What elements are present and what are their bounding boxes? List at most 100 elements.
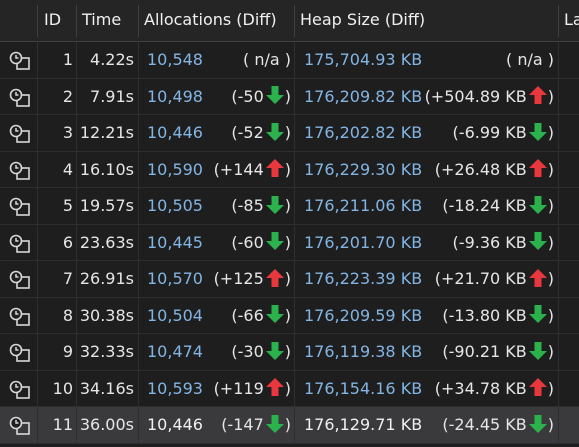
allocations-diff-value: (-30 — [231, 342, 264, 361]
table-row[interactable]: 5 19.57s 10,505 (-85) 176,211.06 KB (-18.24 K… — [0, 188, 579, 225]
table-row[interactable]: 11 36.00s 10,446 (-147) 176,129.71 KB (-24.45… — [0, 407, 579, 444]
heap-size-link[interactable]: 176,209.82 KB — [304, 86, 423, 106]
table-row[interactable]: 3 12.21s 10,446 (-52) 176,202.82 KB (-6.99 KB… — [0, 115, 579, 152]
snapshot-icon[interactable] — [9, 88, 31, 108]
heap-size-link[interactable]: 176,201.70 KB — [304, 232, 423, 252]
allocations-diff[interactable]: (-147) — [207, 407, 291, 443]
allocations-link[interactable]: 10,474 — [147, 342, 203, 361]
allocations-diff[interactable]: (-50) — [207, 79, 291, 115]
arrow-down-icon: ) — [264, 305, 291, 325]
column-divider[interactable] — [558, 5, 559, 37]
heap-size-diff[interactable]: ( n/a ) — [412, 42, 554, 78]
allocations-link[interactable]: 10,504 — [147, 305, 203, 325]
snapshot-id: 9 — [62, 342, 73, 361]
heap-size-link[interactable]: 176,154.16 KB — [304, 378, 423, 398]
heap-size-link[interactable]: 176,202.82 KB — [304, 123, 423, 142]
heap-size-link[interactable]: 176,223.39 KB — [304, 269, 423, 288]
header-heap-size[interactable]: Heap Size (Diff) — [300, 10, 426, 29]
snapshot-icon[interactable] — [9, 416, 31, 436]
header-time[interactable]: Time — [82, 10, 122, 29]
allocations-diff[interactable]: (-30) — [207, 334, 291, 370]
heap-size-diff[interactable]: (+26.48 KB) — [412, 152, 554, 188]
table-row[interactable]: 10 34.16s 10,593 (+119) 176,154.16 KB (+34.78… — [0, 370, 579, 407]
allocations-diff-value: (+144 — [213, 159, 264, 179]
arrow-down-icon: ) — [527, 341, 554, 361]
heap-size-link[interactable]: 176,211.06 KB — [304, 196, 423, 215]
header-id[interactable]: ID — [44, 10, 62, 29]
arrow-down-icon: ) — [264, 195, 291, 215]
table-row[interactable]: 1 4.22s 10,548 ( n/a ) 175,704.93 KB ( n/a ) — [0, 42, 579, 79]
allocations-diff[interactable]: (+119) — [207, 371, 291, 407]
allocations-link[interactable]: 10,590 — [147, 159, 203, 179]
table-row[interactable]: 4 16.10s 10,590 (+144) 176,229.30 KB (+26.48 … — [0, 151, 579, 188]
arrow-down-icon: ) — [527, 305, 554, 325]
snapshot-icon[interactable] — [9, 197, 31, 217]
heap-size-diff[interactable]: (-13.80 KB) — [412, 298, 554, 334]
allocations-link[interactable]: 10,498 — [147, 86, 203, 106]
heap-size-link[interactable]: 176,119.38 KB — [304, 342, 423, 361]
allocations-diff[interactable]: (+125) — [207, 261, 291, 297]
heap-size-diff[interactable]: (+504.89 KB) — [412, 79, 554, 115]
allocations-link[interactable]: 10,446 — [147, 123, 203, 142]
allocations-diff-value: (+119 — [213, 378, 264, 398]
allocations-link[interactable]: 10,445 — [147, 232, 203, 252]
heap-size-link[interactable]: 176,229.30 KB — [304, 159, 423, 179]
table-row[interactable]: 8 30.38s 10,504 (-66) 176,209.59 KB (-13.80 K… — [0, 297, 579, 334]
column-divider[interactable] — [37, 5, 38, 37]
arrow-down-icon: ) — [527, 195, 554, 215]
header-allocations[interactable]: Allocations (Diff) — [144, 10, 277, 29]
table-body: 1 4.22s 10,548 ( n/a ) 175,704.93 KB ( n/a ) 2… — [0, 42, 579, 444]
snapshot-time: 32.33s — [79, 342, 134, 361]
allocations-link[interactable]: 10,593 — [147, 378, 203, 398]
table-row[interactable]: 2 7.91s 10,498 (-50) 176,209.82 KB (+504.89 K… — [0, 78, 579, 115]
column-divider[interactable] — [138, 5, 139, 37]
heap-size-diff[interactable]: (-90.21 KB) — [412, 334, 554, 370]
heap-size-diff[interactable]: (+34.78 KB) — [412, 371, 554, 407]
heap-size-link[interactable]: 176,209.59 KB — [304, 305, 423, 325]
snapshot-time: 12.21s — [79, 123, 134, 142]
snapshot-icon[interactable] — [9, 234, 31, 254]
heap-size-diff[interactable]: (-24.45 KB) — [412, 407, 554, 443]
snapshot-icon[interactable] — [9, 124, 31, 144]
allocations-diff[interactable]: (-60) — [207, 225, 291, 261]
header-last[interactable]: La — [564, 10, 579, 29]
table-row[interactable]: 7 26.91s 10,570 (+125) 176,223.39 KB (+21.70 … — [0, 261, 579, 298]
snapshot-icon[interactable] — [9, 307, 31, 327]
table-row[interactable]: 9 32.33s 10,474 (-30) 176,119.38 KB (-90.21 K… — [0, 334, 579, 371]
allocations-diff[interactable]: (-66) — [207, 298, 291, 334]
allocations-link[interactable]: 10,505 — [147, 196, 203, 215]
allocations-diff[interactable]: (+144) — [207, 152, 291, 188]
allocations-link[interactable]: 10,446 — [147, 415, 203, 434]
allocations-link[interactable]: 10,570 — [147, 269, 203, 288]
allocations-diff[interactable]: ( n/a ) — [207, 42, 291, 78]
snapshot-icon[interactable] — [9, 270, 31, 290]
snapshot-icon[interactable] — [9, 51, 31, 71]
snapshot-icon[interactable] — [9, 343, 31, 363]
heap-diff-value: (+26.48 KB — [434, 159, 527, 179]
column-divider[interactable] — [76, 5, 77, 37]
header-icon-col — [0, 0, 38, 41]
arrow-down-icon: ) — [264, 232, 291, 252]
snapshot-id: 4 — [62, 159, 73, 179]
snapshot-id: 11 — [52, 415, 73, 434]
heap-size-link[interactable]: 175,704.93 KB — [304, 50, 423, 69]
arrow-down-icon: ) — [527, 232, 554, 252]
allocations-diff[interactable]: (-52) — [207, 115, 291, 151]
arrow-up-icon: ) — [527, 378, 554, 398]
column-divider[interactable] — [294, 5, 295, 37]
allocations-diff[interactable]: (-85) — [207, 188, 291, 224]
heap-size-diff[interactable]: (-18.24 KB) — [412, 188, 554, 224]
snapshot-icon[interactable] — [9, 380, 31, 400]
heap-diff-value: (+21.70 KB — [434, 269, 527, 288]
snapshot-time: 30.38s — [79, 305, 134, 325]
heap-size-diff[interactable]: (-6.99 KB) — [412, 115, 554, 151]
allocations-link[interactable]: 10,548 — [147, 50, 203, 69]
allocations-diff-value: (-52 — [231, 123, 264, 142]
table-row[interactable]: 6 23.63s 10,445 (-60) 176,201.70 KB (-9.36 KB… — [0, 224, 579, 261]
heap-size-diff[interactable]: (-9.36 KB) — [412, 225, 554, 261]
heap-size-diff[interactable]: (+21.70 KB) — [412, 261, 554, 297]
allocations-diff-value: (-50 — [231, 86, 264, 106]
heap-size-link[interactable]: 176,129.71 KB — [304, 415, 423, 434]
snapshot-icon[interactable] — [9, 161, 31, 181]
allocations-diff-value: (-147 — [221, 415, 264, 434]
